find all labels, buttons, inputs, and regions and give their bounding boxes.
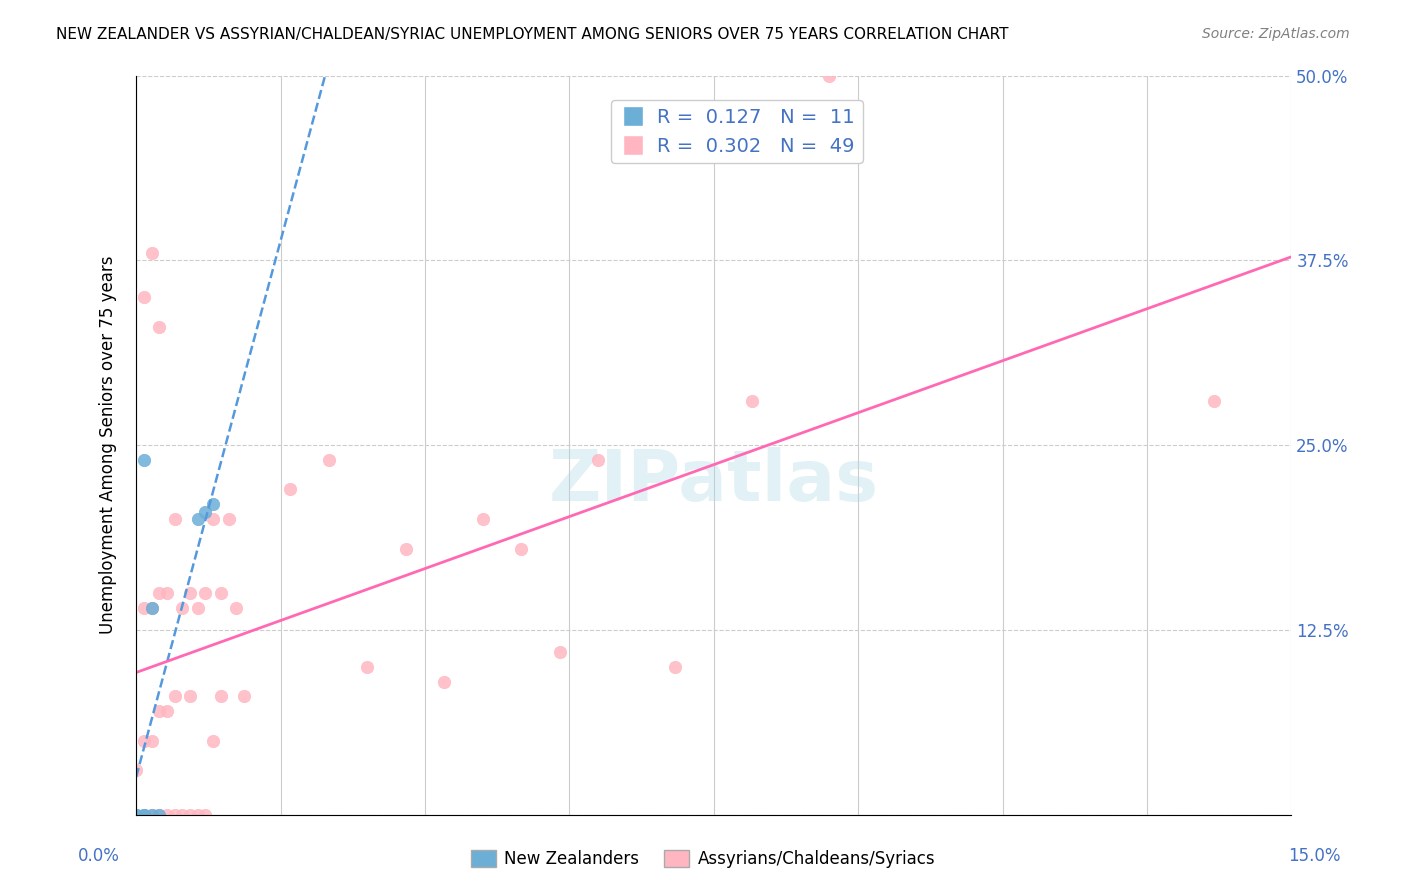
Point [179, 586, 201, 600]
Point [132, 452, 155, 467]
Point [163, 807, 186, 822]
Point [278, 483, 301, 497]
Point [141, 733, 163, 747]
Point [141, 600, 163, 615]
Point [156, 807, 179, 822]
Point [187, 807, 209, 822]
Point [202, 512, 225, 526]
Point [148, 586, 170, 600]
Point [125, 807, 148, 822]
Point [125, 763, 148, 777]
Point [664, 659, 686, 673]
Legend: R =  0.127   N =  11, R =  0.302   N =  49: R = 0.127 N = 11, R = 0.302 N = 49 [610, 100, 863, 163]
Point [179, 690, 201, 704]
Point [163, 512, 186, 526]
Text: Source: ZipAtlas.com: Source: ZipAtlas.com [1202, 27, 1350, 41]
Point [148, 807, 170, 822]
Point [141, 807, 163, 822]
Point [318, 452, 340, 467]
Text: NEW ZEALANDER VS ASSYRIAN/CHALDEAN/SYRIAC UNEMPLOYMENT AMONG SENIORS OVER 75 YEA: NEW ZEALANDER VS ASSYRIAN/CHALDEAN/SYRIA… [56, 27, 1008, 42]
Point [202, 733, 225, 747]
Point [132, 733, 155, 747]
Point [471, 512, 494, 526]
Point [156, 704, 179, 718]
Point [148, 704, 170, 718]
Point [172, 807, 194, 822]
Point [125, 807, 148, 822]
Point [433, 674, 456, 689]
Text: ZIPatlas: ZIPatlas [548, 448, 879, 516]
Point [209, 690, 232, 704]
Point [218, 512, 240, 526]
Point [132, 807, 155, 822]
Point [510, 541, 533, 556]
Point [548, 645, 571, 659]
Point [194, 586, 217, 600]
Point [202, 497, 225, 511]
Point [148, 807, 170, 822]
Legend: New Zealanders, Assyrians/Chaldeans/Syriacs: New Zealanders, Assyrians/Chaldeans/Syri… [464, 843, 942, 875]
Point [741, 393, 763, 408]
Point [179, 807, 201, 822]
Point [132, 807, 155, 822]
Point [187, 600, 209, 615]
Point [209, 586, 232, 600]
Point [187, 512, 209, 526]
Point [194, 504, 217, 518]
Y-axis label: Unemployment Among Seniors over 75 years: Unemployment Among Seniors over 75 years [100, 256, 117, 634]
Point [141, 807, 163, 822]
Text: 0.0%: 0.0% [77, 847, 120, 865]
Point [586, 452, 609, 467]
Point [356, 659, 378, 673]
Point [132, 600, 155, 615]
Text: 15.0%: 15.0% [1288, 847, 1341, 865]
Point [141, 246, 163, 260]
Point [232, 690, 254, 704]
Point [141, 600, 163, 615]
Point [132, 807, 155, 822]
Point [125, 807, 148, 822]
Point [225, 600, 247, 615]
Point [395, 541, 418, 556]
Point [156, 586, 179, 600]
Point [818, 69, 841, 83]
Point [194, 807, 217, 822]
Point [1204, 393, 1226, 408]
Point [148, 319, 170, 334]
Point [163, 690, 186, 704]
Point [172, 600, 194, 615]
Point [132, 290, 155, 304]
